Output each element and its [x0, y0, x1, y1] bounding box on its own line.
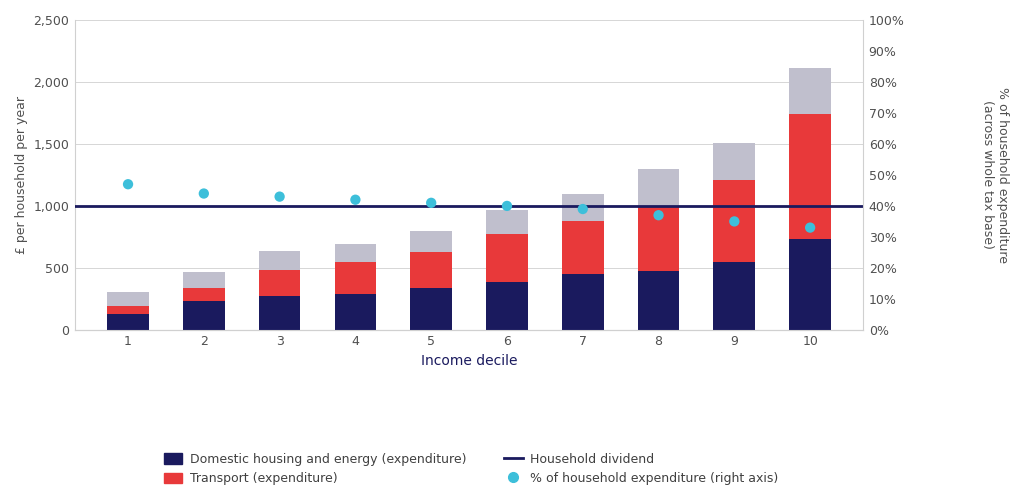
Bar — [486, 281, 527, 330]
Bar — [411, 231, 452, 252]
X-axis label: Income decile: Income decile — [421, 354, 517, 368]
Point — [802, 224, 818, 232]
Point — [574, 205, 591, 213]
Bar — [790, 68, 830, 114]
Y-axis label: £ per household per year: £ per household per year — [15, 96, 28, 254]
Bar — [638, 271, 679, 330]
Bar — [108, 314, 148, 330]
Legend: Domestic housing and energy (expenditure), Transport (expenditure), Food (expend: Domestic housing and energy (expenditure… — [159, 448, 783, 491]
Bar — [183, 272, 224, 288]
Bar — [714, 180, 755, 262]
Bar — [790, 114, 830, 240]
Bar — [259, 297, 300, 330]
Point — [726, 218, 742, 225]
Bar — [259, 270, 300, 297]
Bar — [335, 244, 376, 262]
Bar — [411, 288, 452, 330]
Bar — [183, 301, 224, 330]
Bar — [411, 252, 452, 288]
Point — [196, 190, 212, 197]
Bar — [562, 194, 603, 221]
Bar — [108, 292, 148, 306]
Bar — [790, 240, 830, 330]
Bar — [259, 250, 300, 270]
Y-axis label: % of household expenditure
(across whole tax base): % of household expenditure (across whole… — [981, 87, 1009, 263]
Point — [423, 199, 439, 207]
Bar — [714, 262, 755, 330]
Point — [347, 196, 364, 204]
Bar — [486, 234, 527, 281]
Bar — [638, 169, 679, 207]
Bar — [183, 288, 224, 301]
Bar — [108, 306, 148, 314]
Point — [499, 202, 515, 210]
Point — [120, 180, 136, 188]
Point — [650, 211, 667, 219]
Bar — [714, 143, 755, 180]
Bar — [562, 274, 603, 330]
Point — [271, 192, 288, 200]
Bar — [335, 262, 376, 294]
Bar — [335, 294, 376, 330]
Bar — [562, 221, 603, 274]
Bar — [638, 207, 679, 271]
Bar — [486, 210, 527, 234]
